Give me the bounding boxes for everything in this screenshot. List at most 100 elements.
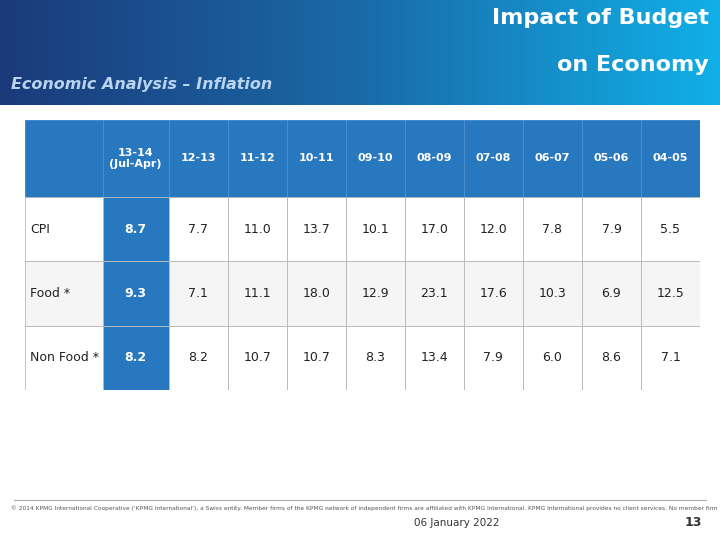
Bar	[572, 0, 576, 105]
Bar	[508, 0, 511, 105]
Bar	[374, 0, 378, 105]
Bar	[641, 261, 700, 326]
Bar	[500, 0, 504, 105]
Bar	[25, 197, 103, 261]
Bar	[634, 0, 637, 105]
Bar	[684, 0, 688, 105]
Bar	[590, 0, 594, 105]
Text: 10.7: 10.7	[302, 352, 330, 365]
Bar	[288, 0, 292, 105]
Bar	[482, 0, 486, 105]
Bar	[523, 326, 582, 390]
Bar	[405, 197, 464, 261]
Bar	[522, 0, 526, 105]
Bar	[407, 0, 410, 105]
Bar	[523, 120, 582, 197]
Bar	[292, 0, 295, 105]
Bar	[558, 0, 562, 105]
Bar	[90, 0, 94, 105]
Bar	[29, 0, 32, 105]
Bar	[698, 0, 702, 105]
Bar	[582, 261, 641, 326]
Bar	[346, 326, 405, 390]
Bar	[713, 0, 716, 105]
Bar	[709, 0, 713, 105]
Bar	[83, 0, 86, 105]
Bar	[324, 0, 328, 105]
Bar	[228, 261, 287, 326]
Bar	[50, 0, 54, 105]
Bar	[582, 326, 641, 390]
Bar	[425, 0, 428, 105]
Bar	[688, 0, 691, 105]
Bar	[205, 0, 209, 105]
Text: 04-05: 04-05	[653, 153, 688, 164]
Bar	[562, 0, 565, 105]
Bar	[198, 0, 202, 105]
Bar	[353, 0, 356, 105]
Bar	[194, 0, 198, 105]
Bar	[0, 0, 4, 105]
Bar	[536, 0, 540, 105]
Bar	[103, 261, 168, 326]
Bar	[228, 120, 287, 197]
Bar	[454, 0, 457, 105]
Text: 10.7: 10.7	[243, 352, 271, 365]
Text: 07-08: 07-08	[476, 153, 511, 164]
Bar	[461, 0, 464, 105]
Bar	[472, 0, 475, 105]
Text: 23.1: 23.1	[420, 287, 448, 300]
Bar	[385, 0, 389, 105]
Bar	[227, 0, 230, 105]
Bar	[94, 0, 97, 105]
Bar	[410, 0, 414, 105]
Bar	[270, 0, 274, 105]
Bar	[637, 0, 641, 105]
Bar	[137, 0, 140, 105]
Bar	[346, 0, 349, 105]
Bar	[716, 0, 720, 105]
Bar	[245, 0, 248, 105]
Bar	[544, 0, 547, 105]
Text: Economic Analysis – Inflation: Economic Analysis – Inflation	[11, 77, 272, 92]
Bar	[25, 0, 29, 105]
Text: 13-14
(Jul-Apr): 13-14 (Jul-Apr)	[109, 147, 162, 169]
Bar	[486, 0, 490, 105]
Bar	[677, 0, 680, 105]
Bar	[464, 197, 523, 261]
Bar	[580, 0, 583, 105]
Bar	[328, 0, 331, 105]
Text: 12-13: 12-13	[181, 153, 216, 164]
Bar	[187, 0, 191, 105]
Bar	[662, 0, 666, 105]
Bar	[162, 0, 166, 105]
Bar	[47, 0, 50, 105]
Text: 13.4: 13.4	[420, 352, 448, 365]
Bar	[4, 0, 7, 105]
Text: 18.0: 18.0	[302, 287, 330, 300]
Bar	[68, 0, 72, 105]
Bar	[338, 0, 342, 105]
Text: 11-12: 11-12	[240, 153, 275, 164]
Bar	[151, 0, 155, 105]
Bar	[241, 0, 245, 105]
Bar	[36, 0, 40, 105]
Text: 10-11: 10-11	[299, 153, 334, 164]
Bar	[464, 0, 468, 105]
Bar	[594, 0, 598, 105]
Text: 05-06: 05-06	[594, 153, 629, 164]
Bar	[400, 0, 403, 105]
Bar	[133, 0, 137, 105]
Bar	[382, 0, 385, 105]
Bar	[518, 0, 522, 105]
Text: © 2014 KPMG International Cooperative (‘KPMG International’), a Swiss entity. Me: © 2014 KPMG International Cooperative (‘…	[11, 505, 720, 511]
Bar	[493, 0, 497, 105]
Text: 8.3: 8.3	[366, 352, 385, 365]
Bar	[306, 0, 310, 105]
Bar	[168, 326, 228, 390]
Text: 7.8: 7.8	[542, 222, 562, 235]
Bar	[497, 0, 500, 105]
Text: 8.2: 8.2	[189, 352, 208, 365]
Bar	[706, 0, 709, 105]
Bar	[616, 0, 619, 105]
